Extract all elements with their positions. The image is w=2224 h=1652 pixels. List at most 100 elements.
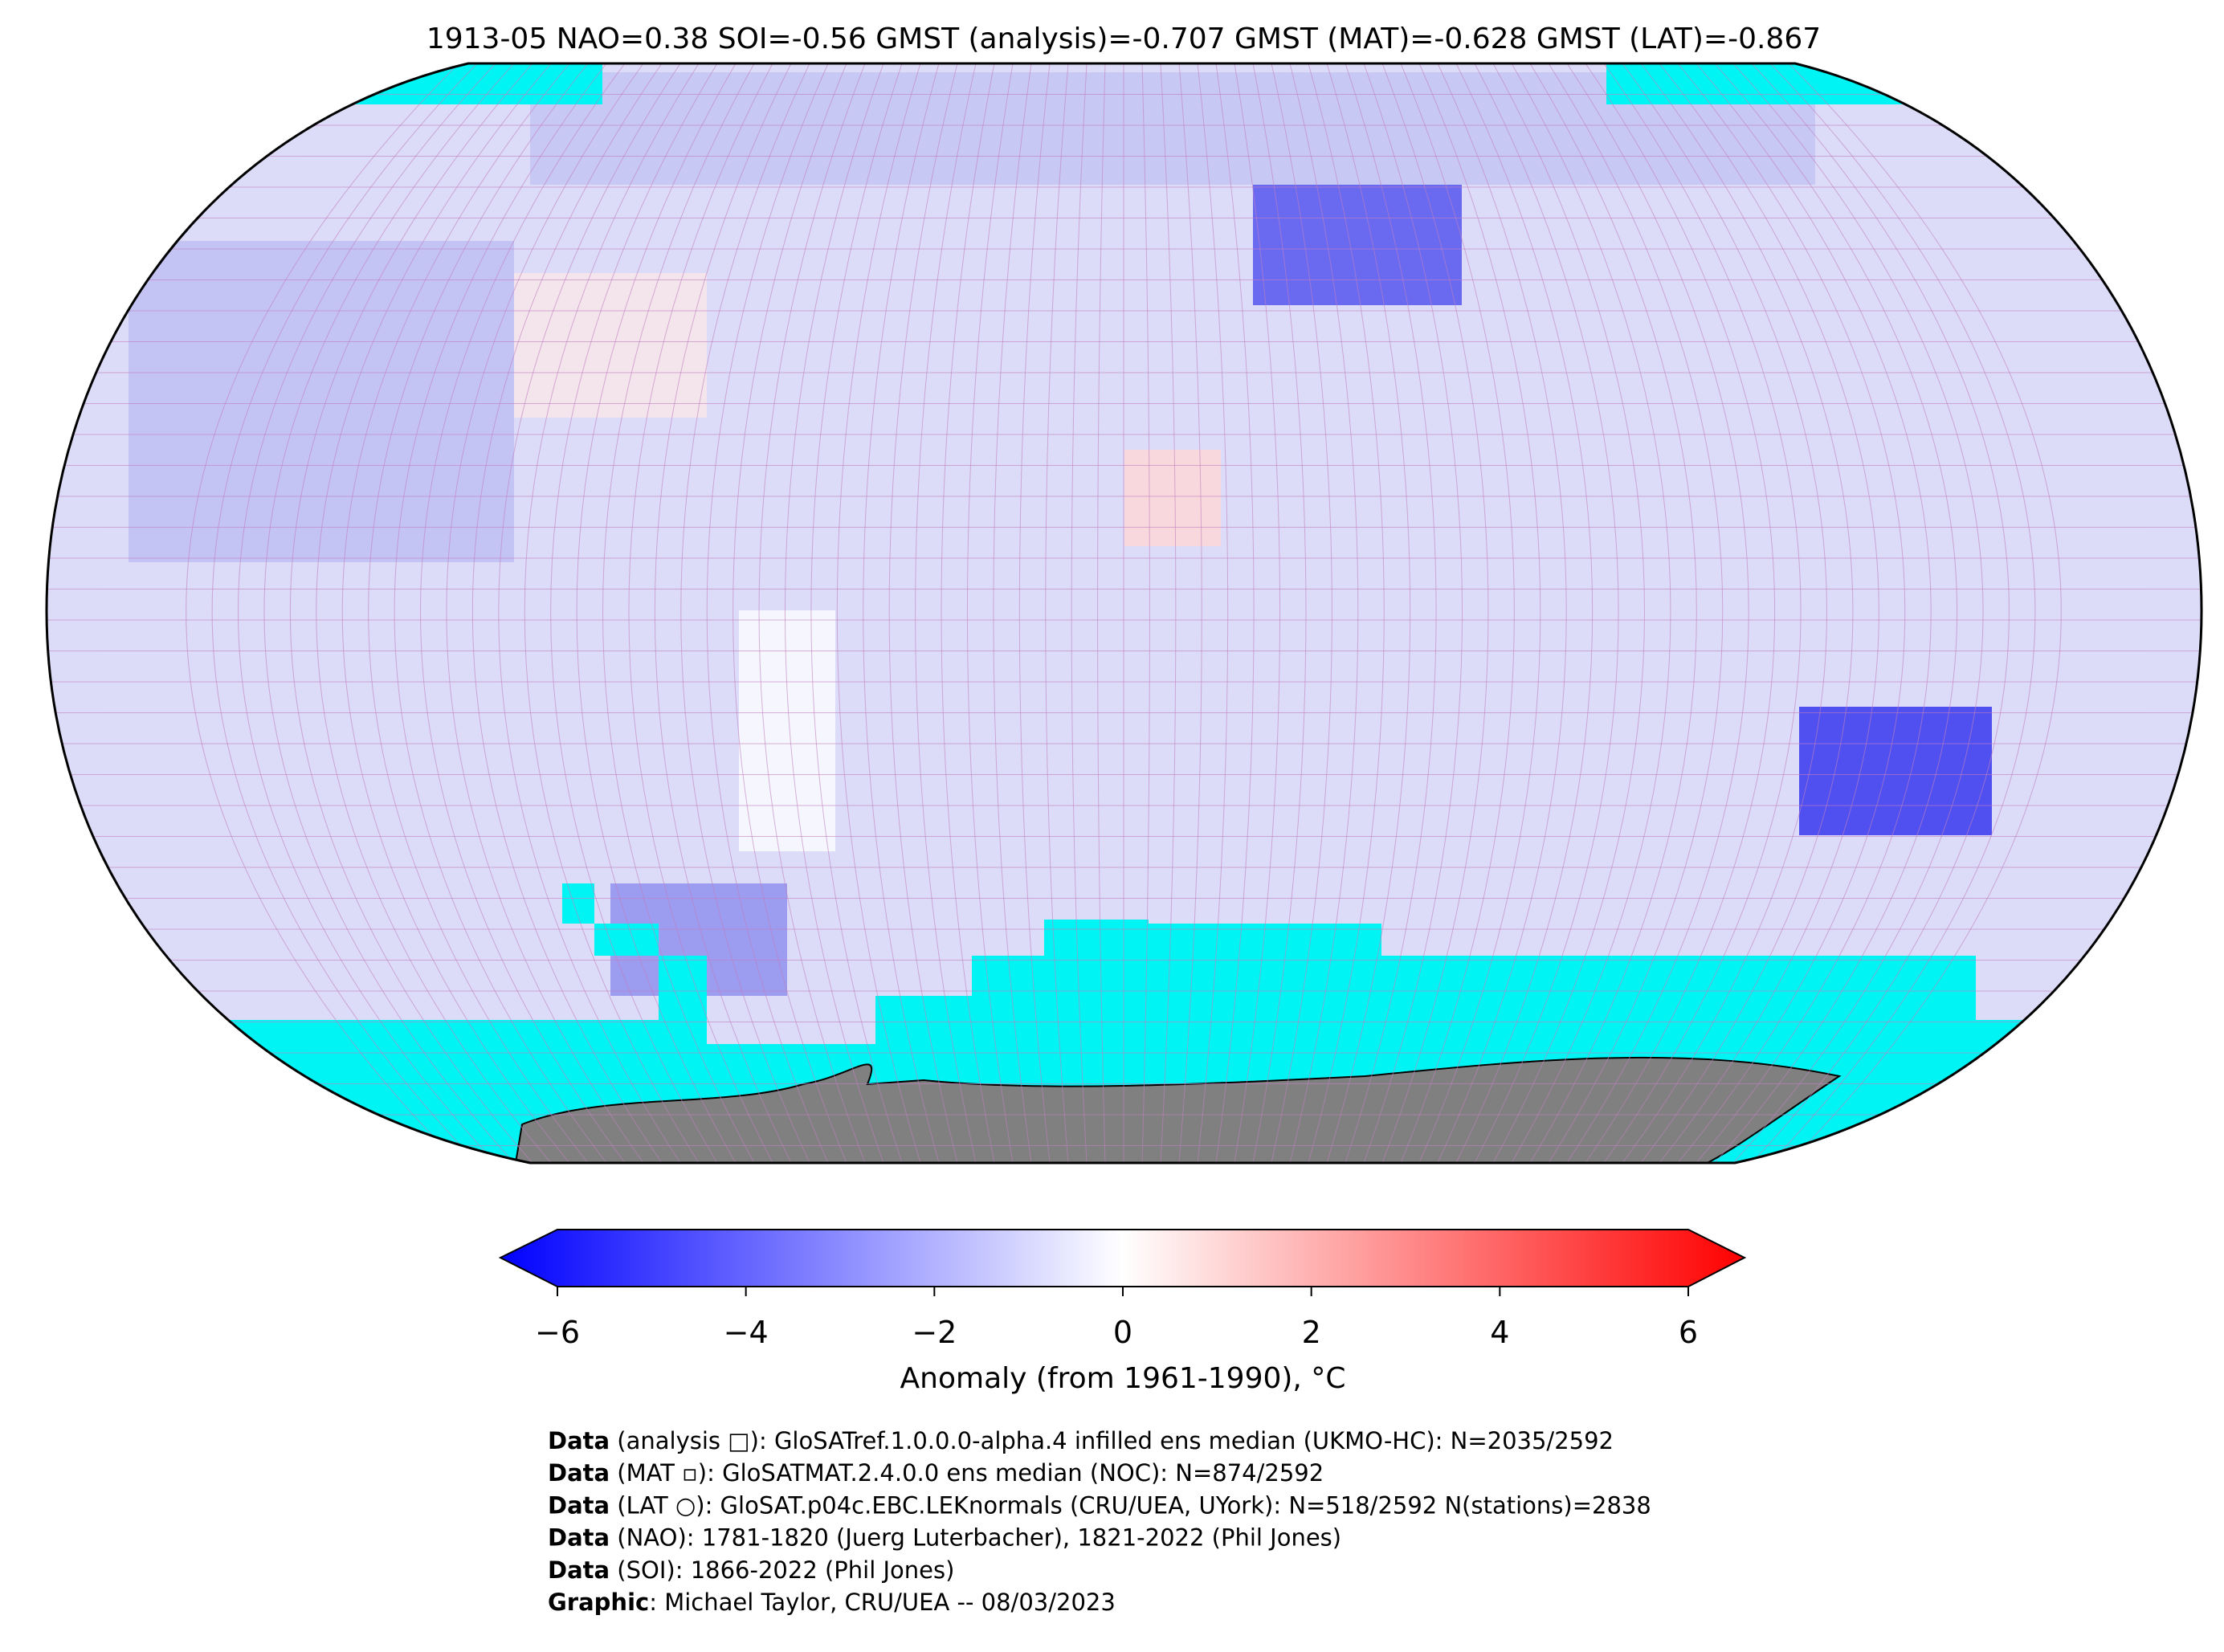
anomaly-patch bbox=[1799, 707, 1992, 835]
grid-line bbox=[1492, 63, 1645, 1163]
grid-line bbox=[810, 63, 903, 1163]
grid-line bbox=[1097, 63, 1106, 1163]
grid-line bbox=[1585, 63, 1776, 1163]
grid-line bbox=[1326, 63, 1411, 1163]
footer-line: Data (NAO): 1781-1820 (Juerg Luterbacher… bbox=[548, 1524, 1341, 1552]
grid-line bbox=[550, 63, 718, 1163]
grid-line bbox=[993, 63, 1032, 1163]
footer-line: Data (LAT ○): GloSAT.p04c.EBC.LEKnormals… bbox=[548, 1491, 1651, 1519]
grid-line bbox=[784, 63, 884, 1163]
grid-line bbox=[863, 63, 940, 1163]
anomaly-patch bbox=[530, 72, 1815, 185]
footer-line: Data (SOI): 1866-2022 (Phil Jones) bbox=[548, 1556, 954, 1584]
grid-line bbox=[1529, 63, 1697, 1163]
grid-line bbox=[966, 63, 1014, 1163]
grid-line bbox=[915, 63, 977, 1163]
grid-line bbox=[238, 63, 496, 1163]
grid-line bbox=[394, 63, 607, 1163]
colorbar-label: Anomaly (from 1961-1990), °C bbox=[900, 1362, 1346, 1395]
grid-line bbox=[290, 63, 533, 1163]
grid-line bbox=[1071, 63, 1088, 1163]
grid-line bbox=[654, 63, 792, 1163]
grid-line bbox=[446, 63, 644, 1163]
grid-line bbox=[1455, 63, 1594, 1163]
footer-line: Data (MAT ▫): GloSATMAT.2.4.0.0 ens medi… bbox=[548, 1459, 1324, 1487]
grid-line bbox=[1732, 63, 1984, 1163]
colorbar-tick-label: 6 bbox=[1679, 1315, 1698, 1350]
grid-line bbox=[1659, 63, 1879, 1163]
grid-line bbox=[1289, 63, 1359, 1163]
grid-line bbox=[1160, 63, 1177, 1163]
anomaly-patch bbox=[129, 241, 514, 562]
grid-line bbox=[1308, 63, 1385, 1163]
grid-line bbox=[758, 63, 866, 1163]
grid-line bbox=[1474, 63, 1619, 1163]
footer-text: (analysis □): GloSATref.1.0.0.0-alpha.4 … bbox=[610, 1427, 1614, 1454]
grid-line bbox=[471, 63, 663, 1163]
grid-line bbox=[524, 63, 700, 1163]
grid-line bbox=[1271, 63, 1332, 1163]
footer-line: Graphic: Michael Taylor, CRU/UEA -- 08/0… bbox=[548, 1589, 1116, 1616]
colorbar-tick-label: −2 bbox=[912, 1315, 957, 1350]
grid-line bbox=[680, 63, 810, 1163]
grid-line bbox=[1215, 63, 1255, 1163]
footer-label: Data bbox=[548, 1524, 610, 1552]
footer-label: Graphic bbox=[548, 1589, 649, 1616]
grid-line bbox=[1197, 63, 1229, 1163]
footer-text: : Michael Taylor, CRU/UEA -- 08/03/2023 bbox=[649, 1589, 1116, 1616]
anomaly-patch bbox=[1124, 450, 1221, 546]
grid-line bbox=[1511, 63, 1671, 1163]
grid-line bbox=[628, 63, 773, 1163]
anomaly-patch bbox=[739, 610, 835, 851]
grid-line bbox=[1714, 63, 1957, 1163]
colorbar-tick-label: −6 bbox=[535, 1315, 580, 1350]
grid-line bbox=[941, 63, 995, 1163]
footer-text: (LAT ○): GloSAT.p04c.EBC.LEKnormals (CRU… bbox=[610, 1491, 1651, 1519]
grid-line bbox=[1252, 63, 1307, 1163]
map-title: 1913-05 NAO=0.38 SOI=-0.56 GMST (analysi… bbox=[426, 22, 1821, 55]
grid-line bbox=[1548, 63, 1724, 1163]
grid-line bbox=[1363, 63, 1463, 1163]
colorbar-tick-label: 2 bbox=[1302, 1315, 1321, 1350]
map bbox=[47, 63, 2202, 1163]
footer-text: (MAT ▫): GloSATMAT.2.4.0.0 ens median (N… bbox=[610, 1459, 1324, 1487]
grid-line bbox=[1400, 63, 1515, 1163]
grid-line bbox=[211, 63, 478, 1163]
footer-text: (SOI): 1866-2022 (Phil Jones) bbox=[610, 1556, 954, 1584]
map-border bbox=[45, 62, 2203, 1165]
footer-line: Data (analysis □): GloSATref.1.0.0.0-alp… bbox=[548, 1427, 1614, 1454]
grid-line bbox=[263, 63, 515, 1163]
grid-line bbox=[1696, 63, 1932, 1163]
grid-line bbox=[1045, 63, 1069, 1163]
grid-line bbox=[1178, 63, 1202, 1163]
grid-line bbox=[1141, 63, 1150, 1163]
colorbar-tick-label: −4 bbox=[724, 1315, 769, 1350]
colorbar-tick-label: 0 bbox=[1113, 1315, 1132, 1350]
footer-label: Data bbox=[548, 1556, 610, 1584]
graticule bbox=[47, 63, 2202, 1163]
grid-line bbox=[732, 63, 847, 1163]
grid-line bbox=[1788, 63, 2062, 1163]
grid-line bbox=[1418, 63, 1541, 1163]
grid-line bbox=[368, 63, 589, 1163]
grid-line bbox=[316, 63, 552, 1163]
grid-line bbox=[1677, 63, 1906, 1163]
grid-line bbox=[602, 63, 755, 1163]
grid-line bbox=[420, 63, 626, 1163]
footer-label: Data bbox=[548, 1491, 610, 1519]
footer-text: (NAO): 1781-1820 (Juerg Luterbacher), 18… bbox=[610, 1524, 1341, 1552]
grid-line bbox=[498, 63, 681, 1163]
grid-line bbox=[1751, 63, 2010, 1163]
grid-line bbox=[341, 63, 570, 1163]
footer: Data (analysis □): GloSATref.1.0.0.0-alp… bbox=[548, 1427, 1651, 1616]
grid-line bbox=[836, 63, 921, 1163]
grid-line bbox=[1345, 63, 1437, 1163]
grid-line bbox=[1769, 63, 2036, 1163]
grid-line bbox=[1622, 63, 1827, 1163]
colorbar-tick-label: 4 bbox=[1490, 1315, 1509, 1350]
grid-line bbox=[576, 63, 737, 1163]
grid-line bbox=[1437, 63, 1567, 1163]
grid-line bbox=[1566, 63, 1749, 1163]
grid-line bbox=[1381, 63, 1489, 1163]
